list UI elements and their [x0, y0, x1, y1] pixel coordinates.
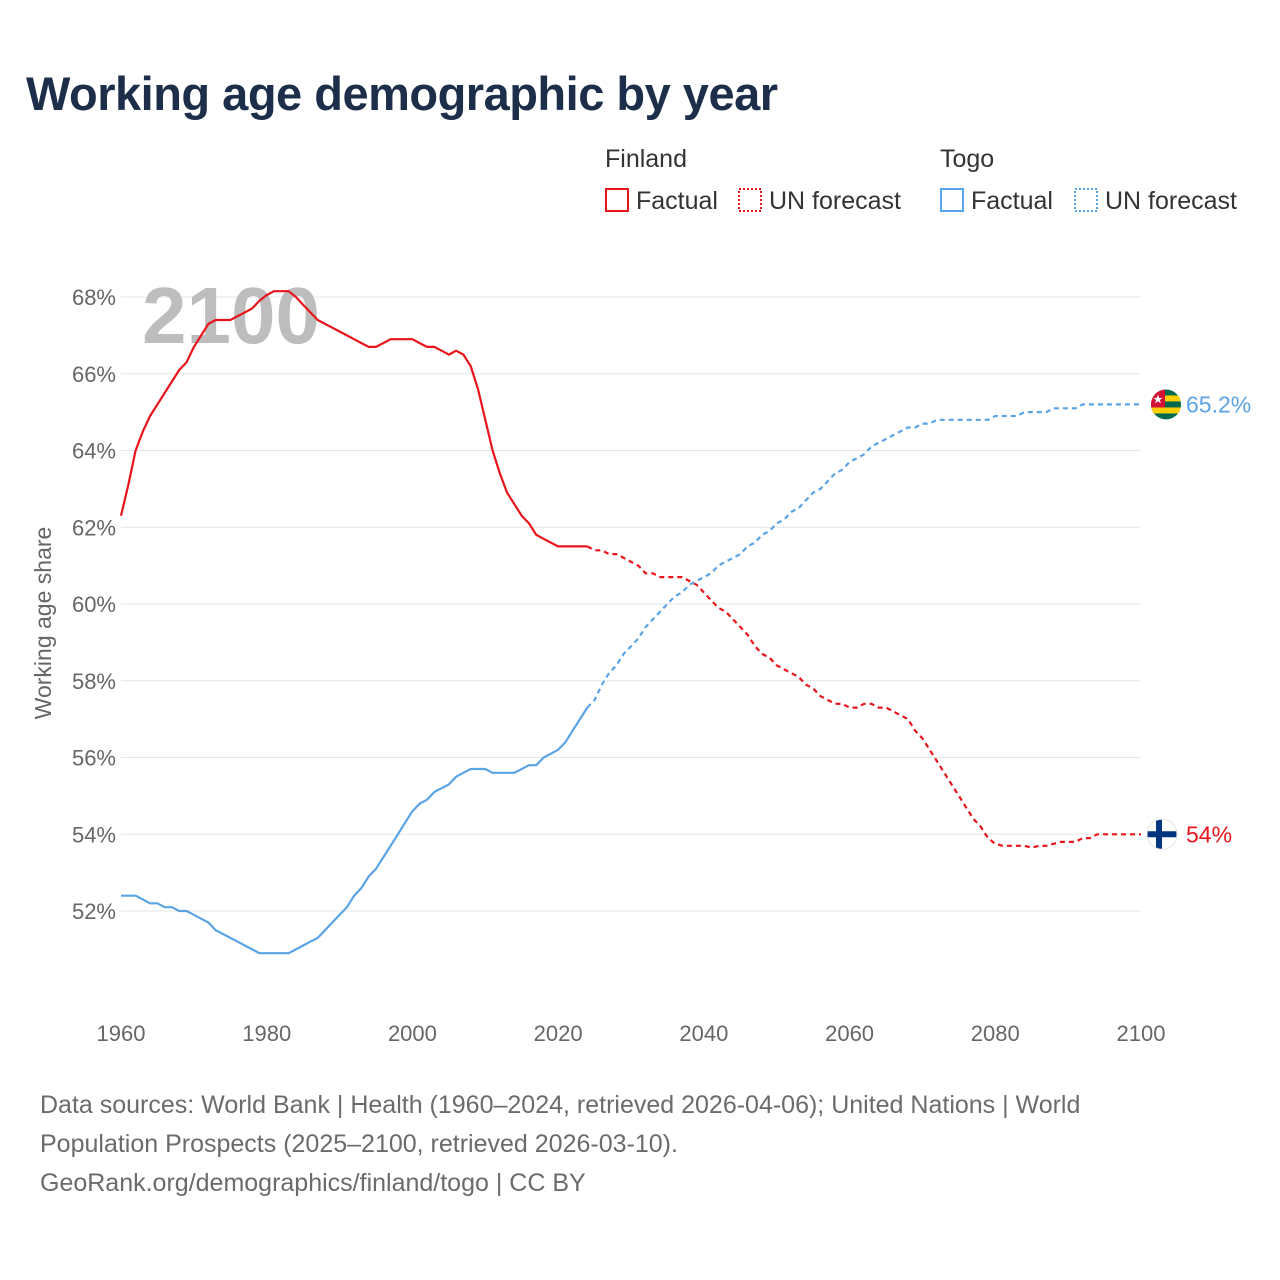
- y-tick-label: 66%: [72, 362, 116, 387]
- legend: Finland Factual UN forecast Togo Factual…: [605, 145, 1237, 215]
- y-tick-label: 68%: [72, 285, 116, 310]
- y-tick-label: 62%: [72, 515, 116, 540]
- legend-swatch-finland-factual: [605, 188, 629, 212]
- y-tick-label: 58%: [72, 669, 116, 694]
- chart-title: Working age demographic by year: [26, 67, 778, 120]
- legend-title-finland: Finland: [605, 145, 687, 173]
- legend-title-togo: Togo: [940, 145, 994, 173]
- x-tick-label: 2000: [388, 1021, 437, 1046]
- x-tick-label: 2060: [825, 1021, 874, 1046]
- series-lines: [119, 290, 1141, 955]
- legend-swatch-finland-forecast: [738, 188, 762, 212]
- gridlines: [121, 296, 1141, 912]
- x-tick-label: 1960: [97, 1021, 146, 1046]
- series-line-togo-forecast: [586, 403, 1141, 709]
- source-line-1: Data sources: World Bank | Health (1960–…: [40, 1091, 1081, 1119]
- y-axis-label: Working age share: [30, 527, 56, 720]
- y-axis-ticks: 52% 54% 56% 58% 60% 62% 64% 66% 68%: [72, 285, 116, 924]
- x-tick-label: 2100: [1117, 1021, 1166, 1046]
- source-link[interactable]: GeoRank.org/demographics/finland/togo | …: [40, 1169, 586, 1197]
- year-overlay: 2100: [142, 271, 320, 360]
- source-line-2: Population Prospects (2025–2100, retriev…: [40, 1130, 678, 1158]
- togo-end-value: 65.2%: [1186, 391, 1251, 417]
- legend-label-finland-factual: Factual: [636, 187, 718, 215]
- finland-end-value: 54%: [1186, 821, 1232, 847]
- x-tick-label: 1980: [242, 1021, 291, 1046]
- x-axis-ticks: 1960 1980 2000 2020 2040 2060 2080 2100: [97, 1021, 1166, 1046]
- source-note: Data sources: World Bank | Health (1960–…: [40, 1086, 1200, 1203]
- series-line-finland-forecast: [586, 545, 1141, 849]
- series-line-finland-factual: [119, 290, 588, 548]
- y-tick-label: 56%: [72, 746, 116, 771]
- y-tick-label: 60%: [72, 592, 116, 617]
- legend-label-togo-forecast: UN forecast: [1105, 187, 1237, 215]
- x-tick-label: 2040: [679, 1021, 728, 1046]
- series-line-togo-factual: [121, 707, 589, 955]
- y-tick-label: 54%: [72, 822, 116, 847]
- legend-swatch-togo-factual: [940, 188, 964, 212]
- legend-label-togo-factual: Factual: [971, 187, 1053, 215]
- finland-flag-icon: [1146, 818, 1178, 850]
- y-tick-label: 64%: [72, 439, 116, 464]
- togo-flag-icon: [1151, 389, 1181, 420]
- x-tick-label: 2080: [971, 1021, 1020, 1046]
- chart-svg: Finland Factual UN forecast Togo Factual…: [30, 145, 1251, 1046]
- x-tick-label: 2020: [534, 1021, 583, 1046]
- legend-swatch-togo-forecast: [1074, 188, 1098, 212]
- y-tick-label: 52%: [72, 899, 116, 924]
- legend-label-finland-forecast: UN forecast: [769, 187, 901, 215]
